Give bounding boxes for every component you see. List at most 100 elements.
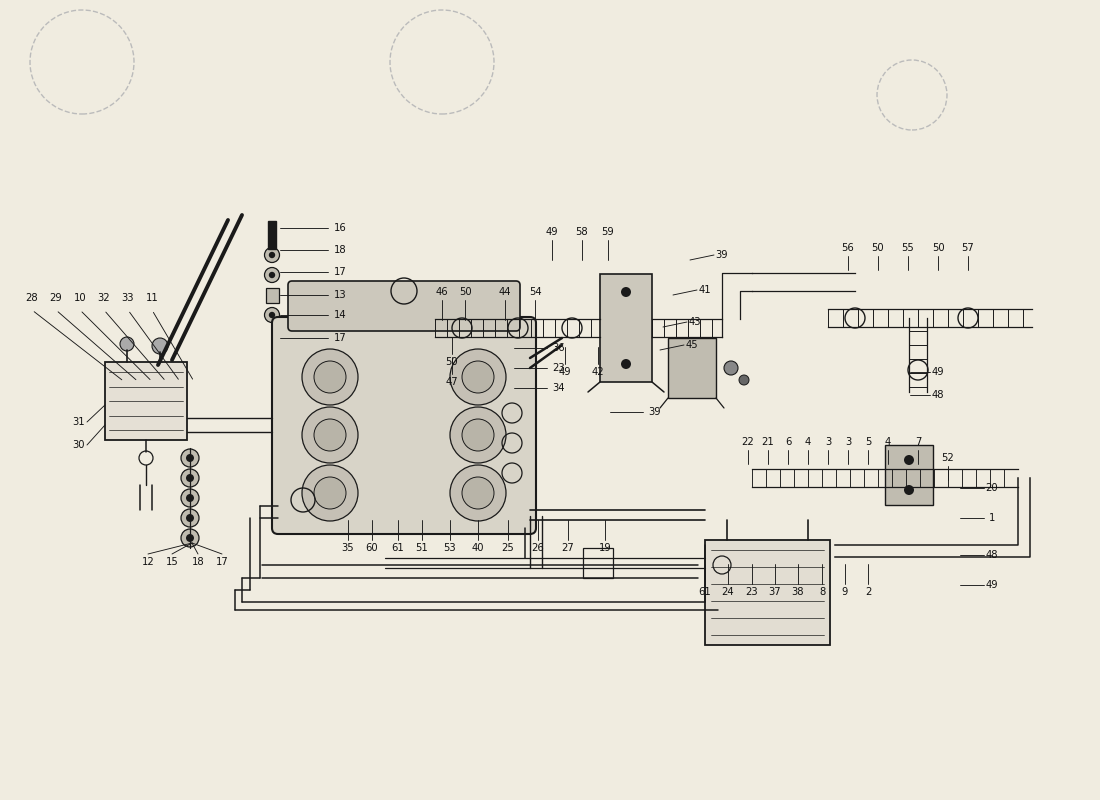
Bar bbox=[705, 540, 830, 645]
Circle shape bbox=[621, 287, 631, 297]
Bar bbox=[886, 445, 933, 505]
Circle shape bbox=[739, 375, 749, 385]
Text: 25: 25 bbox=[502, 543, 515, 553]
Text: 32: 32 bbox=[98, 293, 110, 303]
Circle shape bbox=[264, 247, 279, 262]
Bar bbox=[668, 338, 716, 398]
FancyBboxPatch shape bbox=[272, 317, 536, 534]
Text: 49: 49 bbox=[559, 367, 571, 377]
Circle shape bbox=[462, 419, 494, 451]
Text: 30: 30 bbox=[73, 440, 85, 450]
Text: 17: 17 bbox=[216, 557, 229, 567]
Circle shape bbox=[904, 485, 914, 495]
Text: 48: 48 bbox=[932, 390, 944, 400]
Circle shape bbox=[302, 349, 358, 405]
Text: 55: 55 bbox=[902, 243, 914, 253]
Text: 44: 44 bbox=[498, 287, 512, 297]
Text: 10: 10 bbox=[74, 293, 86, 303]
Circle shape bbox=[182, 449, 199, 467]
FancyBboxPatch shape bbox=[288, 281, 520, 331]
Text: 5: 5 bbox=[865, 437, 871, 447]
Text: 50: 50 bbox=[871, 243, 884, 253]
Bar bbox=[600, 274, 652, 382]
Text: 40: 40 bbox=[472, 543, 484, 553]
Circle shape bbox=[182, 509, 199, 527]
Text: 59: 59 bbox=[602, 227, 615, 237]
Circle shape bbox=[152, 338, 168, 354]
Circle shape bbox=[904, 455, 914, 465]
Text: 47: 47 bbox=[446, 377, 459, 387]
Text: 38: 38 bbox=[792, 587, 804, 597]
Text: 48: 48 bbox=[986, 550, 999, 560]
Text: 14: 14 bbox=[334, 310, 346, 320]
Circle shape bbox=[314, 361, 346, 393]
Circle shape bbox=[314, 477, 346, 509]
Text: 22: 22 bbox=[741, 437, 755, 447]
Text: 51: 51 bbox=[416, 543, 428, 553]
Circle shape bbox=[450, 465, 506, 521]
Circle shape bbox=[186, 474, 194, 482]
Text: 52: 52 bbox=[942, 453, 955, 463]
Bar bbox=[268, 221, 276, 249]
Text: 43: 43 bbox=[689, 317, 702, 327]
Circle shape bbox=[302, 407, 358, 463]
Circle shape bbox=[186, 454, 194, 462]
Circle shape bbox=[186, 494, 194, 502]
Text: 34: 34 bbox=[552, 383, 564, 393]
Text: 31: 31 bbox=[73, 417, 85, 427]
Text: 26: 26 bbox=[531, 543, 544, 553]
Text: 11: 11 bbox=[145, 293, 158, 303]
Text: 50: 50 bbox=[446, 357, 459, 367]
Circle shape bbox=[182, 469, 199, 487]
Circle shape bbox=[302, 465, 358, 521]
Text: 49: 49 bbox=[986, 580, 999, 590]
Text: 49: 49 bbox=[546, 227, 559, 237]
Text: 19: 19 bbox=[598, 543, 612, 553]
Bar bbox=[265, 287, 278, 302]
Text: 17: 17 bbox=[334, 267, 346, 277]
Text: 50: 50 bbox=[932, 243, 944, 253]
Text: 20: 20 bbox=[986, 483, 999, 493]
Circle shape bbox=[268, 312, 275, 318]
Text: 3: 3 bbox=[825, 437, 832, 447]
Circle shape bbox=[450, 349, 506, 405]
Text: 60: 60 bbox=[365, 543, 378, 553]
Circle shape bbox=[462, 477, 494, 509]
Text: 49: 49 bbox=[932, 367, 944, 377]
Text: 56: 56 bbox=[842, 243, 855, 253]
Text: 7: 7 bbox=[915, 437, 921, 447]
Text: 50: 50 bbox=[459, 287, 471, 297]
Text: 13: 13 bbox=[334, 290, 346, 300]
Text: 39: 39 bbox=[716, 250, 728, 260]
Text: 27: 27 bbox=[562, 543, 574, 553]
Circle shape bbox=[268, 272, 275, 278]
Text: 45: 45 bbox=[685, 340, 698, 350]
Circle shape bbox=[450, 407, 506, 463]
Text: 9: 9 bbox=[842, 587, 848, 597]
Circle shape bbox=[462, 361, 494, 393]
Text: 39: 39 bbox=[648, 407, 661, 417]
Text: 18: 18 bbox=[334, 245, 346, 255]
Text: 29: 29 bbox=[50, 293, 63, 303]
Text: 12: 12 bbox=[142, 557, 154, 567]
Text: 4: 4 bbox=[884, 437, 891, 447]
Text: 3: 3 bbox=[845, 437, 851, 447]
Text: 57: 57 bbox=[961, 243, 975, 253]
Circle shape bbox=[621, 359, 631, 369]
Text: 53: 53 bbox=[443, 543, 456, 553]
Circle shape bbox=[314, 419, 346, 451]
Text: 18: 18 bbox=[191, 557, 205, 567]
Text: 15: 15 bbox=[166, 557, 178, 567]
Text: 41: 41 bbox=[698, 285, 712, 295]
Circle shape bbox=[120, 337, 134, 351]
Text: 1: 1 bbox=[989, 513, 996, 523]
Bar bbox=[583, 548, 613, 578]
Text: 23: 23 bbox=[552, 363, 564, 373]
Text: 8: 8 bbox=[818, 587, 825, 597]
Circle shape bbox=[264, 307, 279, 322]
Text: 58: 58 bbox=[575, 227, 589, 237]
Text: 17: 17 bbox=[334, 333, 346, 343]
Text: 28: 28 bbox=[25, 293, 39, 303]
Text: 23: 23 bbox=[746, 587, 758, 597]
Text: 2: 2 bbox=[865, 587, 871, 597]
